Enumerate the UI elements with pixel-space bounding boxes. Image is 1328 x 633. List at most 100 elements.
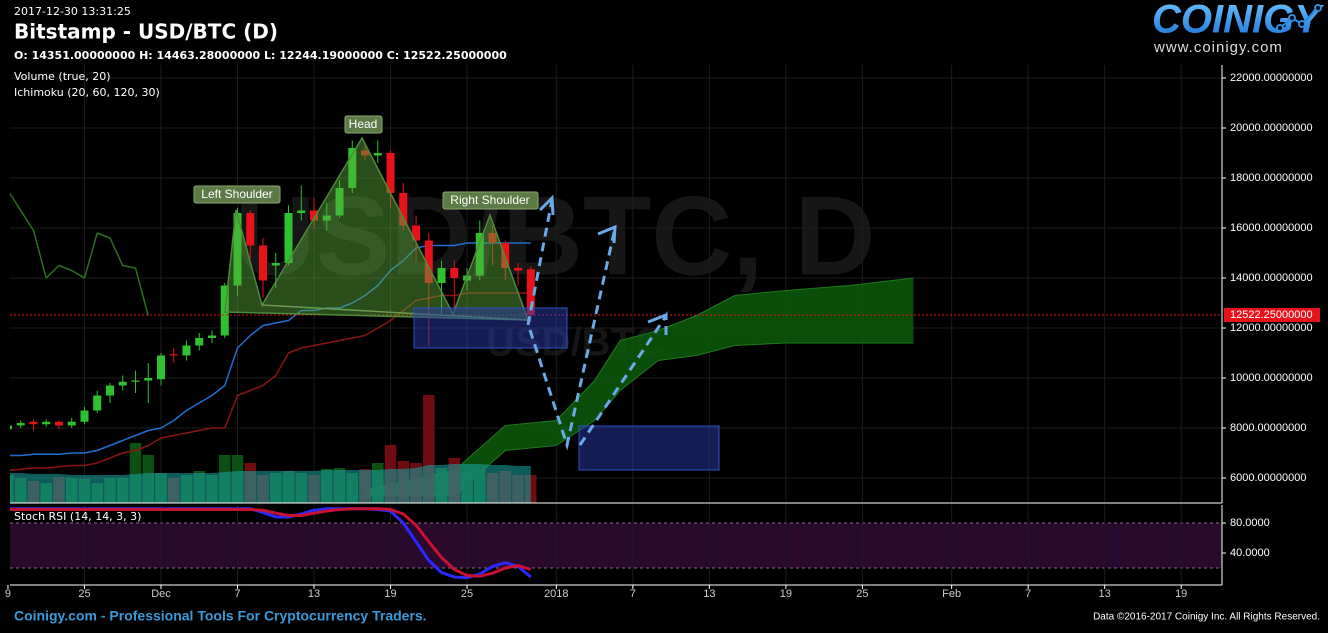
candle-body — [208, 335, 216, 338]
y-tick-label: 16000.00000000 — [1230, 222, 1313, 234]
cloud-edge — [364, 277, 914, 491]
volume-bar — [525, 475, 537, 503]
x-tick-label: 25 — [461, 588, 473, 600]
candle-body — [361, 150, 370, 156]
candle-body — [475, 233, 484, 276]
candle-body — [348, 148, 357, 188]
arrow-head — [538, 194, 555, 216]
ichimoku-line — [10, 192, 149, 316]
candle-body — [169, 354, 178, 356]
candle-body — [182, 345, 191, 356]
y-tick-label: 80.0000 — [1230, 517, 1270, 529]
candle-body — [271, 263, 280, 266]
x-tick-label: 7 — [234, 588, 240, 600]
candle-body — [450, 268, 459, 278]
y-tick-label: 8000.00000000 — [1230, 422, 1306, 434]
last-price-box — [1224, 307, 1320, 322]
x-tick-label: 13 — [308, 588, 320, 600]
candle-body — [93, 395, 102, 411]
x-tick-label: 2018 — [544, 588, 568, 600]
candle-body — [488, 233, 497, 243]
candle-body — [399, 193, 408, 226]
candle-body — [80, 410, 89, 422]
candle-body — [42, 421, 51, 425]
indicator-label: Volume (true, 20) — [14, 70, 111, 83]
logo-icon-dot — [1298, 20, 1306, 28]
y-tick-label: 18000.00000000 — [1230, 172, 1313, 184]
x-tick-label: 7 — [630, 588, 636, 600]
x-tick-label: 13 — [703, 588, 715, 600]
y-tick-label: 40.0000 — [1230, 547, 1270, 559]
candle-body — [144, 378, 153, 381]
x-tick-label: 25 — [78, 588, 90, 600]
ichimoku-cloud — [365, 278, 914, 496]
y-tick-label: 12000.00000000 — [1230, 322, 1313, 334]
annotation-box — [442, 191, 539, 210]
footer-copyright: Data ©2016-2017 Coinigy Inc. All Rights … — [1093, 612, 1320, 623]
candle-body — [322, 215, 331, 221]
stoch-line — [10, 507, 532, 578]
candle-body — [118, 381, 127, 386]
panel — [10, 505, 1222, 585]
candle-body — [233, 213, 242, 286]
x-tick-label: 25 — [856, 588, 868, 600]
target-zone — [413, 307, 568, 349]
head-shoulders-shape — [224, 136, 530, 321]
last-price-label: 12522.25000000 — [1230, 309, 1313, 321]
candle-body — [284, 213, 293, 263]
candle-body — [514, 268, 523, 271]
annotation-box — [344, 115, 383, 134]
candle-body — [16, 423, 25, 426]
annotation-label: Left Shoulder — [201, 187, 272, 201]
candle-body — [297, 210, 306, 213]
target-zone — [578, 425, 720, 471]
panel — [10, 65, 1222, 503]
candle-body — [10, 425, 12, 430]
x-tick-label: 13 — [1099, 588, 1111, 600]
band-fill — [10, 522, 1222, 568]
cloud-edge — [365, 342, 914, 496]
candle-body — [412, 225, 421, 241]
arrow-head — [597, 224, 617, 244]
candle-body — [246, 213, 255, 246]
x-tick-label: 7 — [1025, 588, 1031, 600]
candle-body — [54, 421, 63, 426]
volume-ma-area — [10, 464, 531, 503]
candle-body — [335, 188, 344, 216]
candle-body — [373, 153, 382, 156]
annotation-label: Head — [349, 117, 378, 131]
chart-title: Bitstamp - USD/BTC (D) — [14, 20, 278, 44]
x-tick-label: Dec — [151, 588, 171, 600]
volume-bar — [423, 395, 435, 503]
y-tick-label: 10000.00000000 — [1230, 372, 1313, 384]
logo-url[interactable]: www.coinigy.com — [1153, 39, 1283, 56]
annotation-box — [193, 185, 281, 204]
candle-body — [310, 210, 319, 221]
y-tick-label: 22000.00000000 — [1230, 72, 1313, 84]
indicator-label: Ichimoku (20, 60, 120, 30) — [14, 86, 160, 99]
x-tick-label: 19 — [780, 588, 792, 600]
pattern-drawings: Left Shoulder Head Right Shoulder — [193, 115, 720, 471]
candle-body — [195, 338, 204, 346]
y-tick-label: 14000.00000000 — [1230, 272, 1313, 284]
candle-body — [67, 421, 76, 426]
x-tick-label: 19 — [384, 588, 396, 600]
ohlc-readout: O: 14351.00000000 H: 14463.28000000 L: 1… — [14, 49, 507, 62]
indicator-label: Stoch RSI (14, 14, 3, 3) — [14, 510, 141, 523]
logo-icon-dot — [1288, 14, 1296, 22]
x-tick-label: 9 — [5, 588, 11, 600]
plot-layers — [10, 65, 1222, 585]
candle-body — [131, 380, 140, 382]
arrow-head — [647, 313, 667, 324]
footer-tagline[interactable]: Coinigy.com - Professional Tools For Cry… — [14, 608, 427, 624]
candle-body — [259, 245, 268, 281]
timestamp: 2017-12-30 13:31:25 — [14, 5, 131, 18]
logo-icon-dot — [1276, 24, 1284, 32]
x-tick-label: 19 — [1175, 588, 1187, 600]
volume-bar — [129, 443, 142, 503]
arrow-heads — [538, 194, 667, 324]
candle-body — [424, 240, 433, 283]
x-tick-label: Feb — [942, 588, 961, 600]
annotation-label: Right Shoulder — [450, 193, 529, 207]
